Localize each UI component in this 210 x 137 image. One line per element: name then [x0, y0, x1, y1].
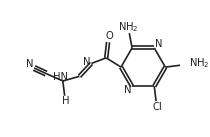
- Text: N: N: [155, 39, 163, 49]
- Text: N: N: [124, 85, 131, 95]
- Text: NH$_2$: NH$_2$: [189, 57, 210, 70]
- Text: N: N: [26, 59, 33, 69]
- Text: O: O: [105, 31, 113, 41]
- Text: NH$_2$: NH$_2$: [118, 20, 139, 34]
- Text: N: N: [83, 57, 91, 67]
- Text: Cl: Cl: [152, 102, 162, 112]
- Text: HN: HN: [54, 72, 68, 82]
- Text: H: H: [62, 96, 69, 106]
